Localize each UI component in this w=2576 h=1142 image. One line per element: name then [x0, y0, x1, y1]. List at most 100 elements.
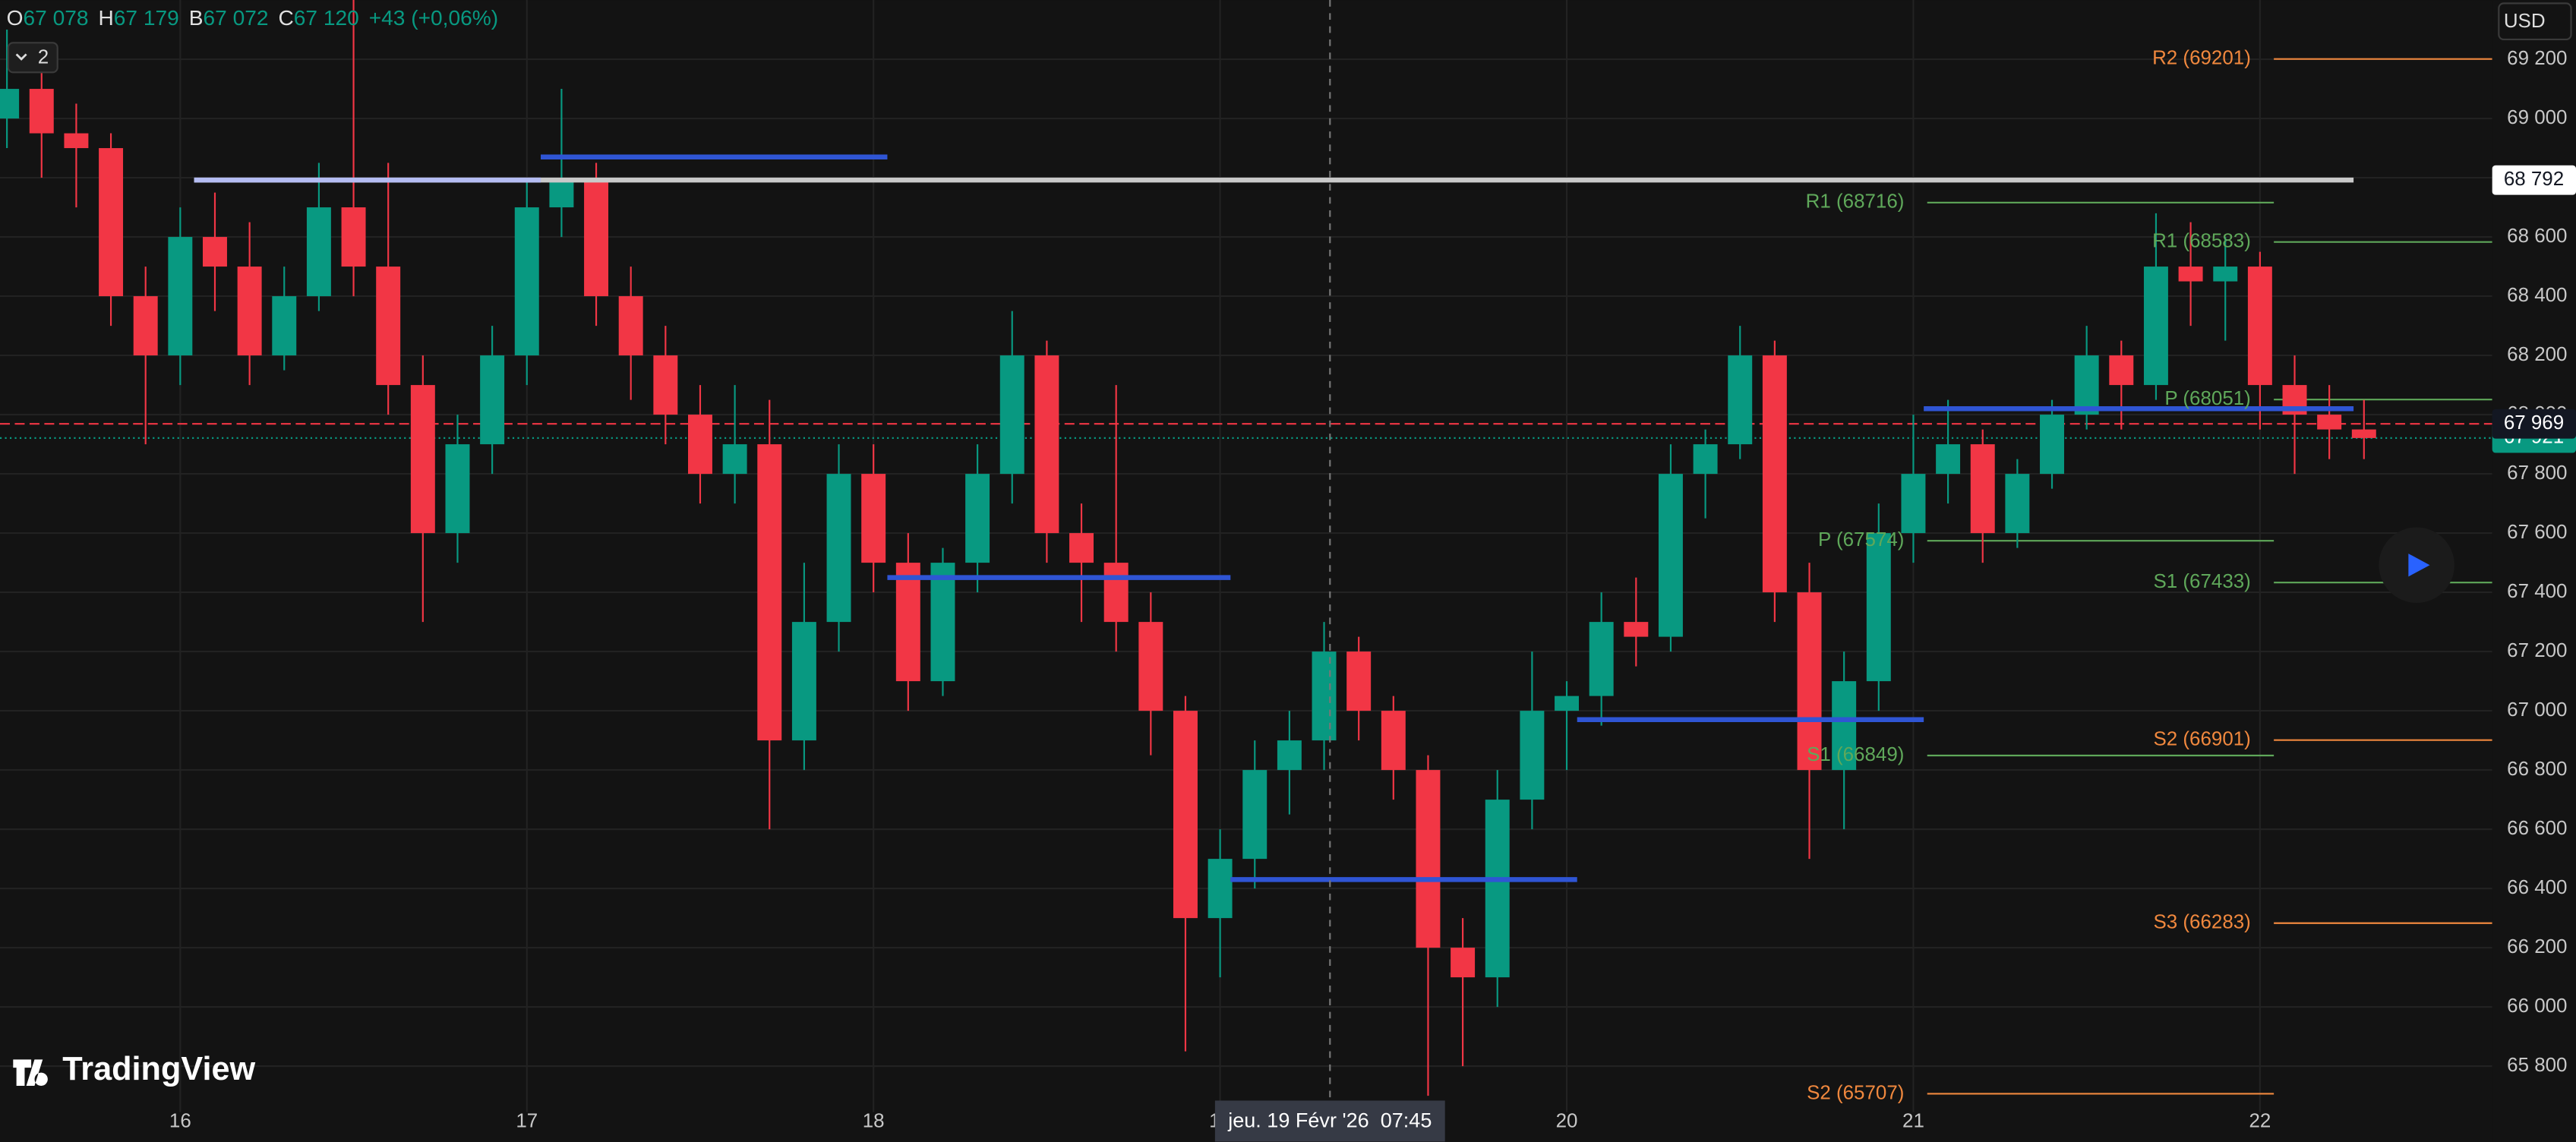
y-tick-label: 68 200 — [2507, 344, 2567, 365]
ohlc-value: 67 120 — [294, 6, 359, 30]
candle-body — [2074, 355, 2099, 415]
pivot-label: S2 (65707) — [1807, 1082, 1904, 1103]
y-tick-label: 67 200 — [2507, 640, 2567, 661]
y-tick-label: 67 000 — [2507, 699, 2567, 721]
logo: TradingView — [62, 1051, 255, 1087]
candle-body — [1416, 770, 1441, 948]
ohlc-key: O — [7, 6, 24, 30]
pivot-label: R2 (69201) — [2152, 48, 2251, 69]
ohlc-key: H — [98, 6, 113, 30]
candle-body — [2005, 474, 2030, 534]
pivot-label: R1 (68583) — [2152, 231, 2251, 252]
pivot-label: R1 (68716) — [1806, 191, 1905, 213]
candle-body — [549, 178, 574, 208]
pivot-label: S1 (67433) — [2153, 571, 2250, 592]
currency-button[interactable] — [2498, 2, 2572, 41]
candle-body — [826, 474, 851, 623]
y-tick-label: 66 800 — [2507, 759, 2567, 780]
x-tick-label: 16 — [169, 1110, 191, 1131]
candle-body — [1693, 444, 1718, 475]
candle-body — [653, 355, 678, 415]
candle-body — [1173, 711, 1198, 919]
x-tick-label: 18 — [863, 1110, 885, 1131]
candle-body — [0, 89, 20, 119]
candle-body — [306, 207, 331, 297]
candle-body — [64, 133, 89, 149]
candle-body — [2109, 355, 2134, 386]
candle-body — [1936, 444, 1961, 475]
interval-button[interactable] — [7, 42, 58, 74]
candle-body — [410, 385, 435, 534]
y-tick-label: 66 000 — [2507, 995, 2567, 1017]
candle-body — [1832, 681, 1857, 771]
y-tick-label: 66 400 — [2507, 877, 2567, 898]
candle-body — [687, 415, 712, 475]
chevron-icon — [15, 53, 27, 61]
price-label: 68 792 — [2504, 169, 2564, 190]
candle-body — [2213, 267, 2238, 282]
candle-body — [1381, 711, 1406, 771]
candle-body — [237, 267, 262, 356]
candle-body — [2040, 415, 2064, 475]
candle-body — [1485, 800, 1510, 978]
candle-body — [1034, 355, 1059, 534]
candle-body — [1866, 533, 1891, 682]
candle-body — [791, 622, 816, 741]
candle-body — [1138, 622, 1163, 711]
candle-body — [203, 237, 227, 267]
candle-body — [1624, 622, 1649, 637]
candle-body — [1589, 622, 1614, 696]
candle-body — [341, 207, 366, 267]
candle-body — [1797, 592, 1822, 771]
candle-body — [376, 267, 401, 386]
candle-body — [2351, 429, 2376, 438]
candle-body — [1346, 651, 1372, 711]
candle-body — [1312, 651, 1337, 741]
ohlc-value: 67 078 — [24, 6, 89, 30]
candle-body — [757, 444, 782, 741]
candle-body — [1208, 859, 1233, 919]
candle-body — [2247, 267, 2272, 386]
interval-label: 2 — [38, 47, 49, 68]
y-tick-label: 69 000 — [2507, 107, 2567, 128]
y-tick-label: 67 600 — [2507, 522, 2567, 543]
overlay: R1 (68716) P (67574) S1 (66849) S2 (65707) R… — [194, 0, 2354, 1112]
candle-body — [168, 237, 193, 356]
ohlc-header: O67 078 H67 179 B67 072 C67 120 +43 (+0,06%) — [7, 6, 498, 30]
ohlc-value: 67 179 — [114, 6, 179, 30]
candle-body — [722, 444, 747, 475]
candle-body — [1277, 740, 1302, 771]
axes: 65 800 66 000 66 200 66 400 66 600 66 800 67 0… — [169, 48, 2576, 1142]
y-tick-label: 67 800 — [2507, 462, 2567, 484]
y-tick-label: 65 800 — [2507, 1055, 2567, 1076]
candle-body — [895, 563, 920, 682]
candle-body — [99, 148, 124, 297]
currency-label: USD — [2504, 11, 2546, 32]
candle-body — [2143, 267, 2168, 386]
grid — [0, 0, 2492, 1112]
candle-body — [133, 296, 158, 356]
x-tick-label: 22 — [2249, 1110, 2271, 1131]
candle-body — [29, 89, 54, 134]
candle-body — [1069, 533, 1094, 563]
candle-body — [445, 444, 470, 534]
y-tick-label: 68 400 — [2507, 285, 2567, 306]
candle-body — [2317, 415, 2342, 430]
logo-icon — [13, 1059, 48, 1086]
y-tick-label: 66 200 — [2507, 936, 2567, 957]
price-label-box — [2492, 409, 2576, 439]
x-tick-label: 17 — [516, 1110, 538, 1131]
y-tick-label: 69 200 — [2507, 48, 2567, 69]
candle-body — [965, 474, 990, 563]
candle-body — [1520, 711, 1545, 800]
ohlc-key: B — [189, 6, 204, 30]
y-tick-label: 66 600 — [2507, 818, 2567, 839]
candle-body — [1103, 563, 1129, 623]
candle-body — [930, 563, 955, 682]
candle-body — [1451, 948, 1476, 978]
play-icon — [2408, 554, 2430, 577]
candle-body — [584, 178, 609, 297]
candle-body — [618, 296, 643, 356]
